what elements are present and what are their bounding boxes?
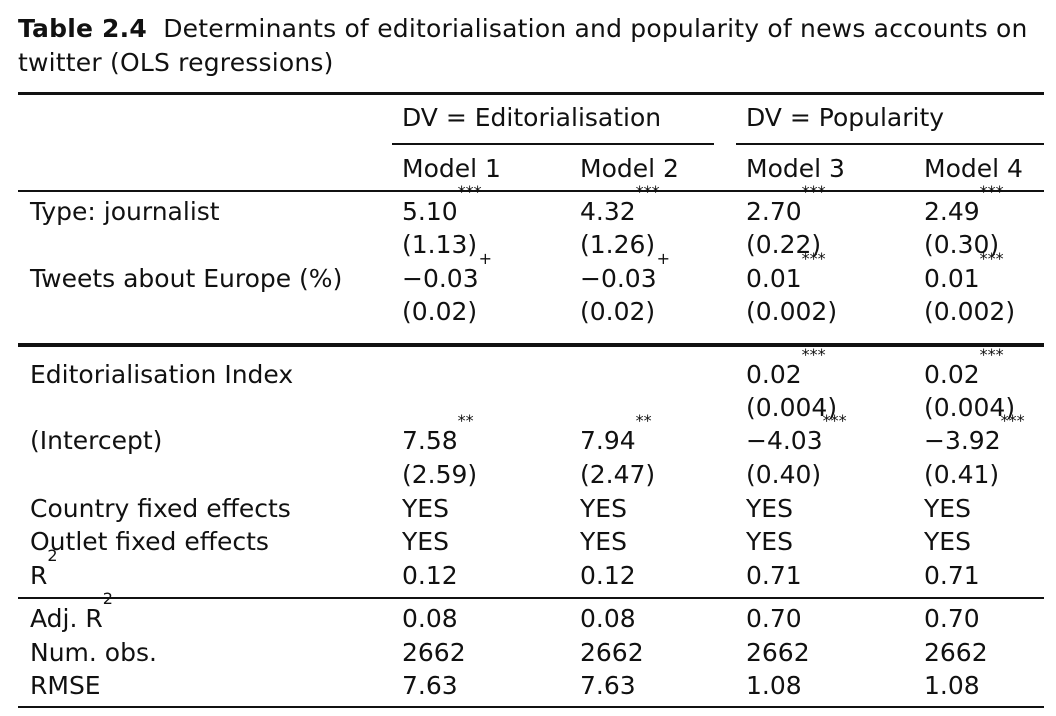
- coef-journalist-m3: 2.70***: [746, 182, 826, 227]
- row-label-europe: Tweets about Europe (%): [30, 264, 343, 293]
- se-intercept-m1: (2.59): [402, 460, 478, 489]
- se-intercept-m3: (0.40): [746, 460, 822, 489]
- se-journalist-m4: (0.30): [924, 230, 1000, 259]
- num-obs-m2: 2662: [580, 638, 644, 667]
- table-number: Table 2.4: [18, 14, 147, 43]
- coef-europe-m4: 0.01***: [924, 249, 1004, 294]
- coef-intercept-m4: −3.92***: [924, 411, 1025, 456]
- row-label-num-obs: Num. obs.: [30, 638, 157, 667]
- top-rule: [18, 92, 1044, 95]
- header-rule: [18, 190, 1044, 192]
- model-4-header: Model 4: [924, 154, 1023, 183]
- rmse-m3: 1.08: [746, 671, 802, 700]
- r2-m1: 0.12: [402, 561, 458, 590]
- adj-r2-m1: 0.08: [402, 604, 458, 633]
- dv-editorialisation-underline: [392, 143, 714, 145]
- rmse-m4: 1.08: [924, 671, 980, 700]
- dv-editorialisation-header: DV = Editorialisation: [402, 103, 662, 132]
- row-label-rmse: RMSE: [30, 671, 101, 700]
- se-journalist-m3: (0.22): [746, 230, 822, 259]
- row-label-outlet-fe: Outlet fixed effects: [30, 527, 269, 556]
- num-obs-m3: 2662: [746, 638, 810, 667]
- coef-edit-index-m3: 0.02***: [746, 345, 826, 390]
- rmse-m1: 7.63: [402, 671, 458, 700]
- row-label-journalist: Type: journalist: [30, 197, 220, 226]
- adj-r2-m4: 0.70: [924, 604, 980, 633]
- coef-europe-m1: −0.03+: [402, 249, 493, 294]
- coef-journalist-m1: 5.10***: [402, 182, 482, 227]
- outlet-fe-m2: YES: [580, 527, 627, 556]
- coef-edit-index-m4: 0.02***: [924, 345, 1004, 390]
- se-edit-index-m4: (0.004): [924, 393, 1016, 422]
- coef-journalist-m2: 4.32***: [580, 182, 660, 227]
- mid-rule: [18, 343, 1044, 347]
- r2-m2: 0.12: [580, 561, 636, 590]
- row-label-intercept: (Intercept): [30, 426, 163, 455]
- se-europe-m4: (0.002): [924, 297, 1016, 326]
- rmse-m2: 7.63: [580, 671, 636, 700]
- coef-europe-m3: 0.01***: [746, 249, 826, 294]
- bottom-rule: [18, 706, 1044, 708]
- se-europe-m3: (0.002): [746, 297, 838, 326]
- coef-intercept-m2: 7.94**: [580, 411, 652, 456]
- table-title: Determinants of editorialisation and pop…: [18, 14, 1028, 77]
- row-label-edit-index: Editorialisation Index: [30, 360, 294, 389]
- se-edit-index-m3: (0.004): [746, 393, 838, 422]
- se-journalist-m2: (1.26): [580, 230, 656, 259]
- adj-r2-m2: 0.08: [580, 604, 636, 633]
- outlet-fe-m3: YES: [746, 527, 793, 556]
- se-europe-m2: (0.02): [580, 297, 656, 326]
- se-journalist-m1: (1.13): [402, 230, 478, 259]
- country-fe-m3: YES: [746, 494, 793, 523]
- outlet-fe-m4: YES: [924, 527, 971, 556]
- coef-intercept-m3: −4.03***: [746, 411, 847, 456]
- outlet-fe-m1: YES: [402, 527, 449, 556]
- country-fe-m1: YES: [402, 494, 449, 523]
- model-2-header: Model 2: [580, 154, 679, 183]
- row-label-adj-r2: Adj. R2: [30, 589, 113, 634]
- se-europe-m1: (0.02): [402, 297, 478, 326]
- country-fe-m2: YES: [580, 494, 627, 523]
- model-3-header: Model 3: [746, 154, 845, 183]
- se-intercept-m2: (2.47): [580, 460, 656, 489]
- row-label-r2: R2: [30, 546, 58, 591]
- adj-r2-m3: 0.70: [746, 604, 802, 633]
- country-fe-m4: YES: [924, 494, 971, 523]
- coef-europe-m2: −0.03+: [580, 249, 671, 294]
- row-label-country-fe: Country fixed effects: [30, 494, 291, 523]
- dv-popularity-header: DV = Popularity: [746, 103, 945, 132]
- r2-m3: 0.71: [746, 561, 802, 590]
- dv-popularity-underline: [736, 143, 1044, 145]
- table-caption: Table 2.4 Determinants of editorialisati…: [18, 12, 1040, 80]
- se-intercept-m4: (0.41): [924, 460, 1000, 489]
- coef-journalist-m4: 2.49***: [924, 182, 1004, 227]
- num-obs-m1: 2662: [402, 638, 466, 667]
- gof-rule: [18, 597, 1044, 599]
- r2-m4: 0.71: [924, 561, 980, 590]
- model-1-header: Model 1: [402, 154, 501, 183]
- coef-intercept-m1: 7.58**: [402, 411, 474, 456]
- num-obs-m4: 2662: [924, 638, 988, 667]
